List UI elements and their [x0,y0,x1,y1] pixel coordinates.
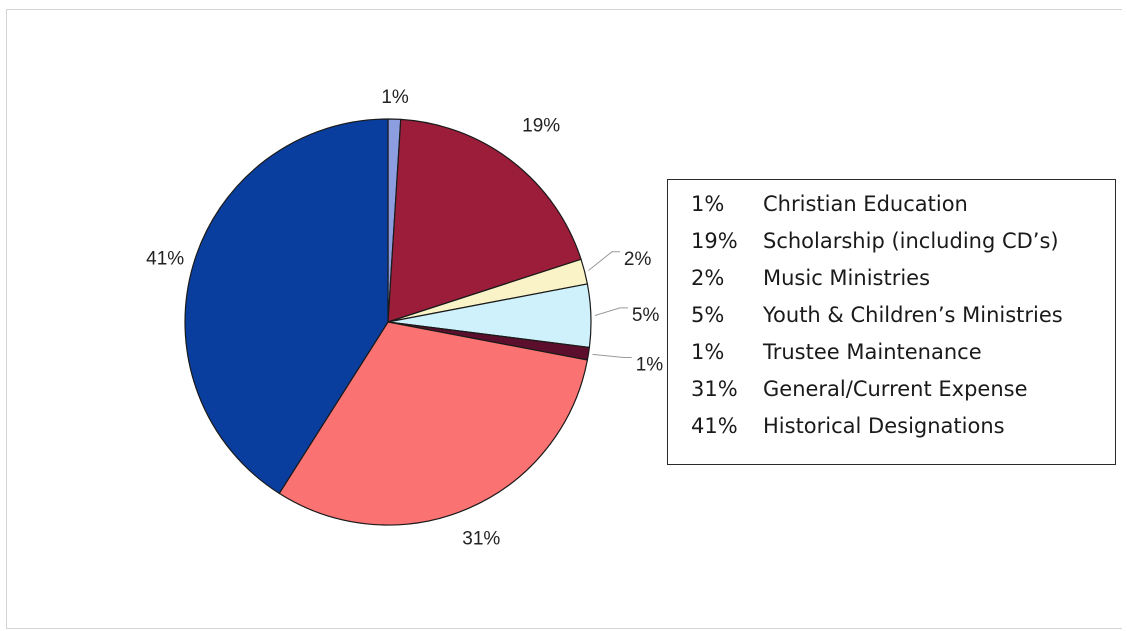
legend-percent: 2% [691,266,725,290]
legend-entry: 19% Scholarship (including CD’s) [668,229,1115,266]
legend-entry: 41% Historical Designations [668,414,1115,451]
legend-label: Youth & Children’s Ministries [763,303,1063,327]
legend-label: Trustee Maintenance [763,340,982,364]
legend-percent: 41% [691,414,738,438]
legend-percent: 19% [691,229,738,253]
legend-label: General/Current Expense [763,377,1028,401]
slice-data-label: 41% [146,248,184,269]
legend-percent: 1% [691,340,725,364]
legend-label: Historical Designations [763,414,1005,438]
slice-data-label: 2% [624,249,652,270]
legend-label: Scholarship (including CD’s) [763,229,1059,253]
legend-entry: 1% Christian Education [668,192,1115,229]
slice-data-label: 5% [632,305,660,326]
legend-label: Music Ministries [763,266,931,290]
legend-entry: 5% Youth & Children’s Ministries [668,303,1115,340]
slice-data-label: 1% [636,355,664,376]
slice-data-label: 19% [522,116,560,137]
slice-labels: 1% 19% 2% 5% 1% 31% 41% [146,87,663,550]
pie-slice [184,118,389,494]
legend-percent: 5% [691,303,725,327]
legend-percent: 31% [691,377,738,401]
slice-data-label: 1% [381,87,409,108]
pie-slice [387,118,582,323]
legend-entry: 31% General/Current Expense [668,377,1115,414]
legend-entry: 2% Music Ministries [668,266,1115,303]
pie-slices [184,118,592,526]
legend-percent: 1% [691,192,725,216]
leader-line [592,353,632,358]
legend-label: Christian Education [763,192,968,216]
legend-entry: 1% Trustee Maintenance [668,340,1115,377]
leader-lines [588,251,632,358]
leader-line [588,251,620,271]
slice-data-label: 31% [462,529,500,550]
leader-line [594,307,628,316]
legend: 1% Christian Education 19% Scholarship (… [667,179,1116,465]
